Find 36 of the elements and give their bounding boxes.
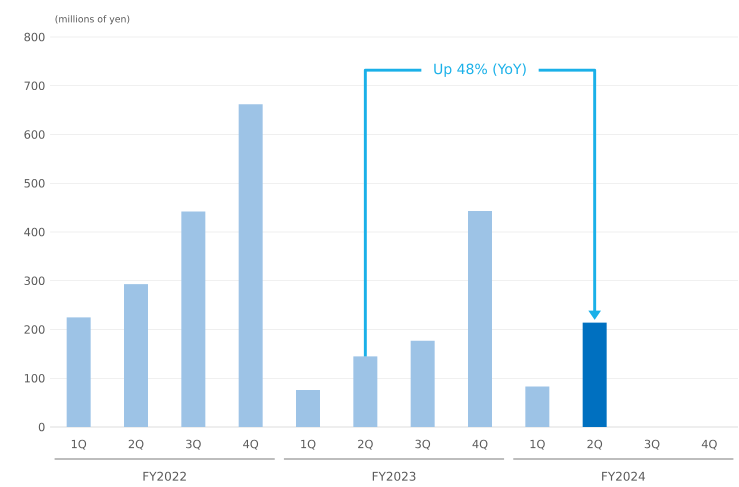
bar <box>525 386 550 427</box>
y-axis-title: (millions of yen) <box>56 15 130 24</box>
bar <box>410 340 435 427</box>
x-tick-label: 3Q <box>644 440 660 450</box>
y-tick-label: 600 <box>24 130 45 139</box>
text: FY2023 <box>372 472 416 481</box>
x-tick-label: 2Q <box>128 440 144 450</box>
x-tick-label: 2Q <box>358 440 373 450</box>
x-tick-label: 1Q <box>301 440 316 450</box>
y-tick-label: 300 <box>24 276 45 286</box>
y-tick-label: 0 <box>38 422 45 432</box>
x-tick-label: 4Q <box>702 440 717 450</box>
x-tick-label: 4Q <box>243 440 258 450</box>
y-tick-label: 100 <box>24 374 45 383</box>
bar <box>582 322 607 427</box>
y-tick-label: 700 <box>24 81 45 90</box>
bar <box>353 356 378 427</box>
text: FY2022 <box>143 472 186 481</box>
x-tick-label: 1Q <box>530 440 545 450</box>
x-tick-label: 2Q <box>587 440 602 450</box>
bar <box>468 211 492 427</box>
bar <box>124 284 148 427</box>
text: FY2024 <box>602 472 646 481</box>
annotation: Up 48% (YoY) <box>434 63 526 77</box>
bar <box>66 317 91 427</box>
y-tick-label: 800 <box>24 32 45 42</box>
x-tick-label: 4Q <box>472 440 488 450</box>
x-tick-label: 3Q <box>186 440 201 450</box>
y-tick-label: 200 <box>24 325 45 334</box>
bar <box>296 390 320 427</box>
y-tick-label: 500 <box>24 178 45 188</box>
x-tick-label: 1Q <box>72 440 86 450</box>
x-tick-label: 3Q <box>415 440 430 450</box>
y-tick-label: 400 <box>24 228 45 236</box>
bar <box>181 212 206 427</box>
bar <box>238 104 263 427</box>
